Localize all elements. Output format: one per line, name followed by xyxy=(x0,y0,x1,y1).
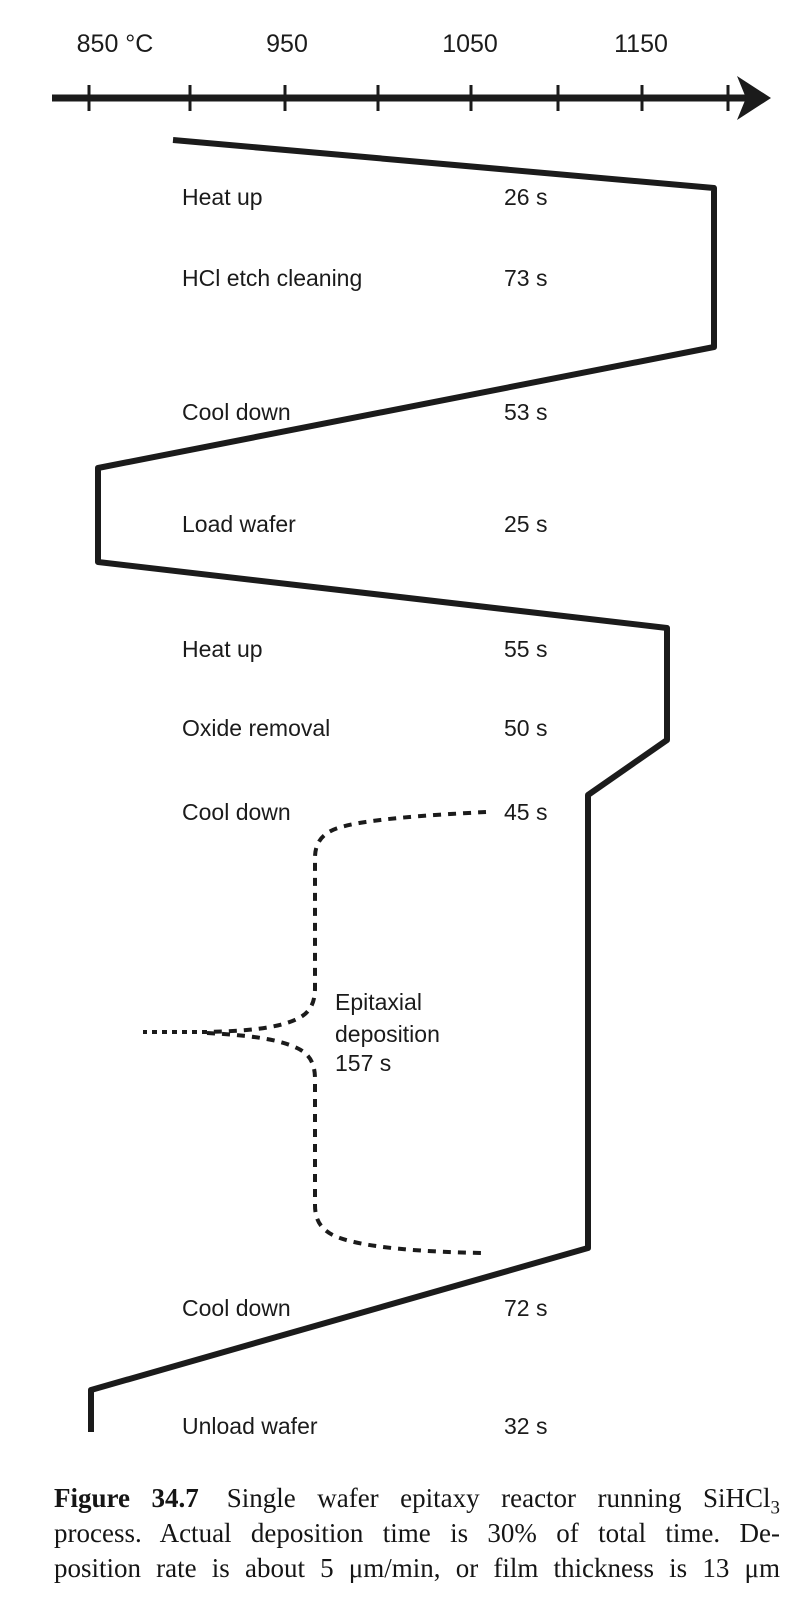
axis-tick-label: 1150 xyxy=(614,30,668,58)
caption-line-2: process. Actual deposition time is 30% o… xyxy=(54,1518,780,1548)
step-duration: 25 s xyxy=(504,511,548,537)
step-duration: 45 s xyxy=(504,799,548,825)
caption-figure-number: Figure 34.7 xyxy=(54,1483,199,1513)
step-label: Oxide removal xyxy=(182,715,331,741)
step-label: Load wafer xyxy=(182,511,296,537)
temperature-profile-line xyxy=(88,137,717,1432)
step-duration: 73 s xyxy=(504,265,548,291)
step-duration: 26 s xyxy=(504,184,548,210)
step-label-epitaxial: Epitaxial deposition xyxy=(335,989,440,1047)
epitaxial-brace-upper xyxy=(206,810,487,1034)
chemical-subscript: 3 xyxy=(770,1497,780,1519)
step-duration-epitaxial: 157 s xyxy=(335,1050,392,1076)
step-label: Cool down xyxy=(182,799,291,825)
epitaxial-brace-lower xyxy=(206,1031,485,1255)
step-duration: 55 s xyxy=(504,636,548,662)
step-label: Cool down xyxy=(182,1295,291,1321)
axis-tick-label: 850 °C xyxy=(76,30,154,58)
step-label: HCl etch cleaning xyxy=(182,265,363,291)
axis-tick-label: 1050 xyxy=(442,30,498,58)
axis-tick-label: 950 xyxy=(266,30,308,58)
axis-tick-marks xyxy=(87,85,730,111)
step-label: Unload wafer xyxy=(182,1413,318,1439)
caption-line-1: Figure 34.7 Single wafer epitaxy reactor … xyxy=(54,1481,780,1519)
step-label: Heat up xyxy=(182,184,263,210)
epitaxial-deposition-brace xyxy=(143,810,487,1255)
step-duration: 53 s xyxy=(504,399,548,425)
step-duration: 72 s xyxy=(504,1295,548,1321)
step-duration: 32 s xyxy=(504,1413,548,1439)
step-duration: 50 s xyxy=(504,715,548,741)
axis-arrowhead-icon xyxy=(737,76,771,120)
figure-caption: Figure 34.7 Single wafer epitaxy reactor … xyxy=(54,1481,780,1586)
caption-line-3: position rate is about 5 μm/min, or film… xyxy=(54,1553,780,1583)
caption-text: Single wafer epitaxy reactor running SiH… xyxy=(226,1483,771,1513)
step-label: Cool down xyxy=(182,399,291,425)
step-label: Heat up xyxy=(182,636,263,662)
temperature-axis xyxy=(52,76,771,120)
